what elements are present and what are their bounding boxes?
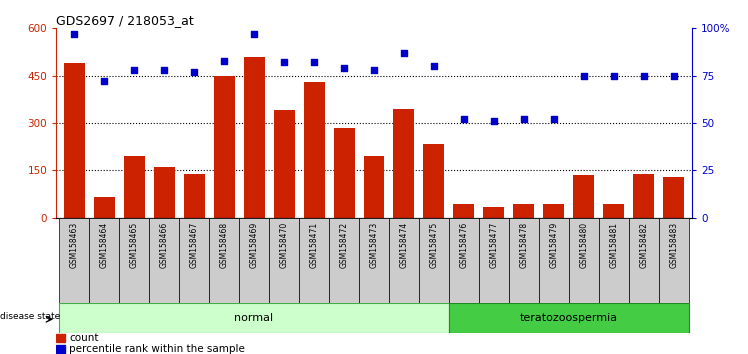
Text: GSM158474: GSM158474	[399, 222, 408, 268]
Bar	[329, 218, 359, 303]
Point	[578, 73, 590, 79]
Text: GSM158472: GSM158472	[340, 222, 349, 268]
Bar	[449, 218, 479, 303]
Bar	[539, 218, 569, 303]
Text: disease state: disease state	[0, 312, 61, 321]
Text: GSM158480: GSM158480	[580, 222, 589, 268]
Bar	[423, 143, 444, 218]
Text: GSM158473: GSM158473	[370, 222, 378, 268]
Bar	[153, 167, 174, 218]
Point	[548, 116, 560, 122]
Text: GSM158478: GSM158478	[519, 222, 528, 268]
Bar	[299, 218, 329, 303]
Bar	[119, 218, 149, 303]
Bar	[244, 57, 265, 218]
Point	[158, 67, 170, 73]
Bar	[334, 128, 355, 218]
Text: count: count	[69, 333, 99, 343]
Text: GDS2697 / 218053_at: GDS2697 / 218053_at	[56, 14, 194, 27]
Bar	[513, 204, 535, 218]
Text: GSM158483: GSM158483	[669, 222, 678, 268]
Bar	[89, 218, 119, 303]
Bar	[453, 204, 474, 218]
Bar	[574, 175, 595, 218]
Bar	[123, 156, 144, 218]
Text: GSM158469: GSM158469	[250, 222, 259, 268]
Bar	[269, 218, 299, 303]
Point	[458, 116, 470, 122]
Bar	[419, 218, 449, 303]
Bar	[569, 218, 599, 303]
Bar	[389, 218, 419, 303]
Text: GSM158467: GSM158467	[189, 222, 198, 268]
Text: GSM158468: GSM158468	[220, 222, 229, 268]
Bar	[634, 173, 654, 218]
Bar	[359, 218, 389, 303]
Bar	[59, 303, 449, 333]
Bar	[599, 218, 629, 303]
Point	[338, 65, 350, 71]
Text: GSM158475: GSM158475	[429, 222, 438, 268]
Bar	[59, 218, 89, 303]
Point	[188, 69, 200, 75]
Bar	[659, 218, 689, 303]
Bar	[213, 76, 235, 218]
Point	[308, 59, 320, 65]
Bar	[239, 218, 269, 303]
Text: GSM158476: GSM158476	[459, 222, 468, 268]
Bar	[149, 218, 179, 303]
Point	[128, 67, 140, 73]
Point	[518, 116, 530, 122]
Text: GSM158479: GSM158479	[550, 222, 559, 268]
Bar	[364, 156, 384, 218]
Bar	[479, 218, 509, 303]
Bar	[663, 177, 684, 218]
Bar	[304, 82, 325, 218]
Text: GSM158470: GSM158470	[280, 222, 289, 268]
Bar	[179, 218, 209, 303]
Bar	[64, 63, 85, 218]
Point	[428, 63, 440, 69]
Point	[98, 79, 110, 84]
Text: GSM158471: GSM158471	[310, 222, 319, 268]
Text: normal: normal	[234, 313, 274, 323]
Point	[398, 50, 410, 56]
Bar	[274, 110, 295, 218]
Text: teratozoospermia: teratozoospermia	[520, 313, 618, 323]
Bar	[449, 303, 689, 333]
Point	[218, 58, 230, 63]
Point	[668, 73, 680, 79]
Bar	[509, 218, 539, 303]
Point	[608, 73, 620, 79]
Bar	[393, 109, 414, 218]
Bar	[209, 218, 239, 303]
Point	[488, 118, 500, 124]
Text: percentile rank within the sample: percentile rank within the sample	[69, 344, 245, 354]
Point	[68, 31, 80, 37]
Point	[638, 73, 650, 79]
Text: GSM158477: GSM158477	[489, 222, 498, 268]
Point	[368, 67, 380, 73]
Text: GSM158481: GSM158481	[610, 222, 619, 268]
Bar	[183, 173, 204, 218]
Text: GSM158464: GSM158464	[99, 222, 108, 268]
Bar	[604, 204, 625, 218]
Bar	[629, 218, 659, 303]
Text: GSM158466: GSM158466	[159, 222, 168, 268]
Text: GSM158465: GSM158465	[129, 222, 138, 268]
Bar	[544, 204, 565, 218]
Text: GSM158463: GSM158463	[70, 222, 79, 268]
Point	[248, 31, 260, 37]
Point	[278, 59, 290, 65]
Bar	[94, 197, 114, 218]
Bar	[483, 207, 504, 218]
Bar	[56, 334, 66, 342]
Bar	[56, 345, 66, 353]
Text: GSM158482: GSM158482	[640, 222, 649, 268]
